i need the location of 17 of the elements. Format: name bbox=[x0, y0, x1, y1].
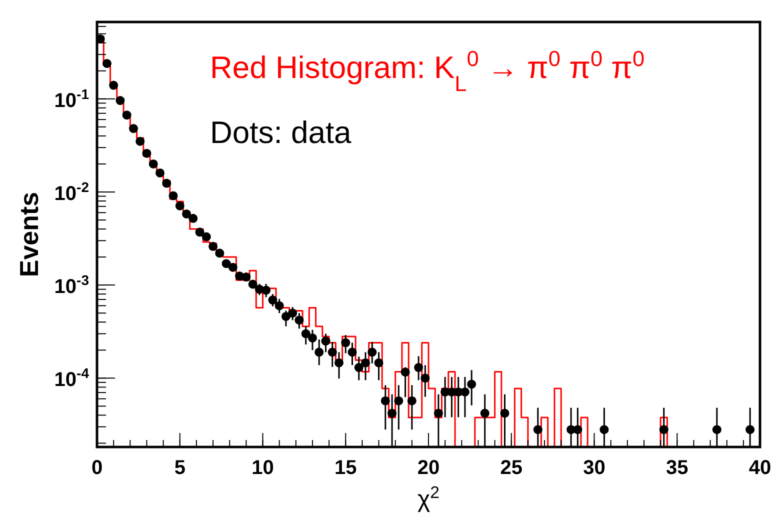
x-tick-label: 10 bbox=[252, 457, 274, 479]
x-tick-label: 0 bbox=[91, 457, 103, 479]
y-tick-label: 10$^{-3}$ bbox=[54, 272, 90, 298]
x-tick-label: 40 bbox=[748, 457, 772, 479]
y-tick-label: 10$^{-1}$ bbox=[54, 86, 90, 112]
y-tick-label: 10$^{-4}$ bbox=[54, 365, 90, 392]
x-tick-label: 20 bbox=[417, 457, 440, 479]
y-axis-title: Events bbox=[14, 192, 44, 278]
text: Red Histogram: K$_{L}$$^{0}$ → π$^{0}$ π$^{0}$ π$^{0}$ bbox=[210, 46, 645, 96]
x-tick-label: 15 bbox=[334, 457, 357, 479]
x-tick-label: 30 bbox=[583, 457, 606, 479]
x-tick-label: 5 bbox=[174, 457, 186, 479]
annotation: Dots: data bbox=[210, 115, 352, 150]
x-tick-label: 25 bbox=[500, 457, 522, 479]
x-tick-label: 35 bbox=[666, 457, 688, 479]
x-axis-title: χ$^{2}$ bbox=[418, 482, 440, 513]
y-tick-label: 10$^{-2}$ bbox=[54, 178, 90, 205]
